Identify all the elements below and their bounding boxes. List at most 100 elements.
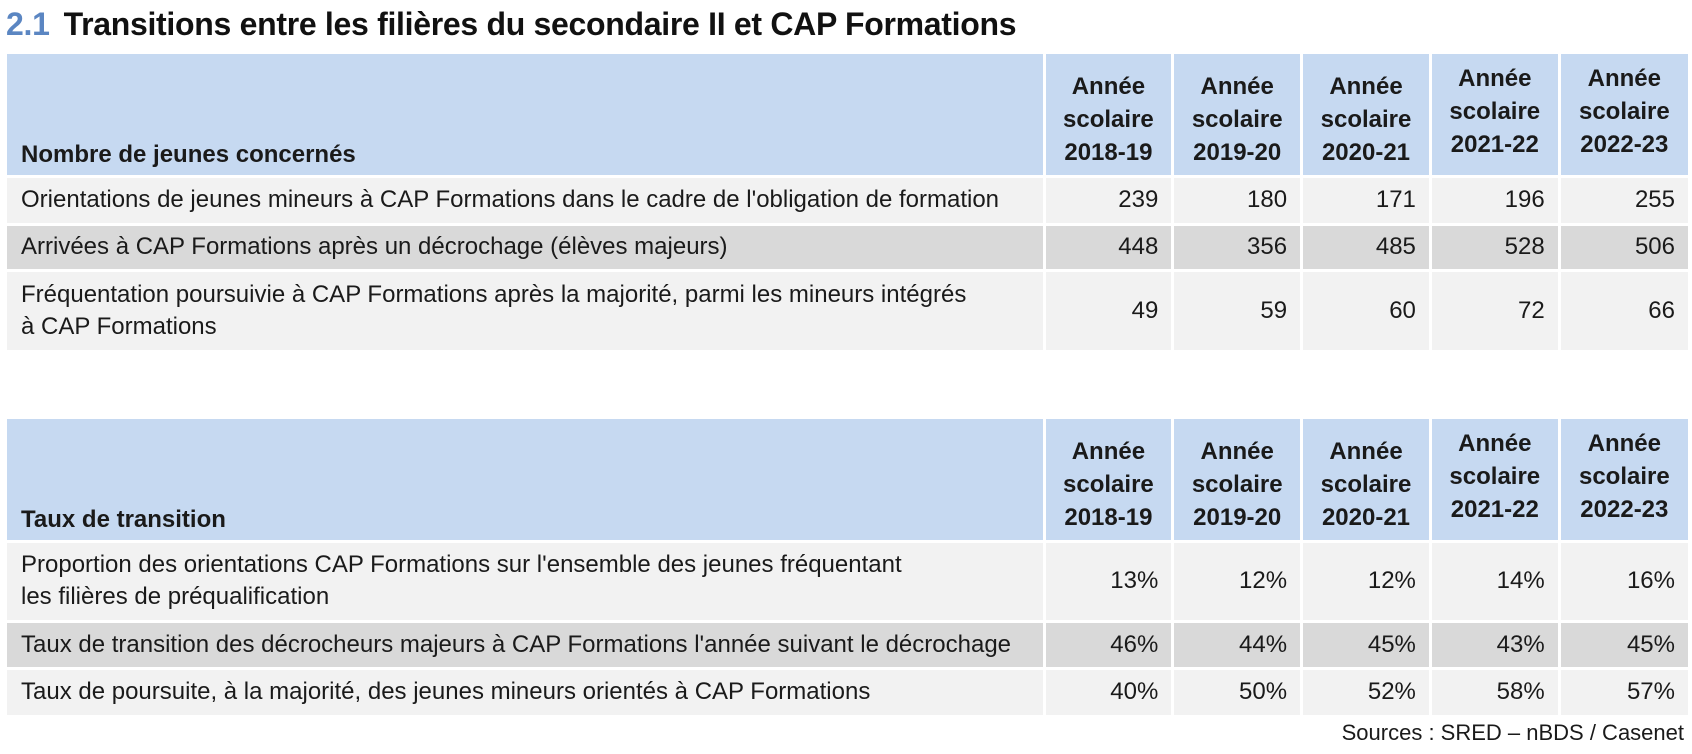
row-label-line: Fréquentation poursuivie à CAP Formation… (21, 280, 967, 308)
row-value: 13% (1042, 539, 1173, 621)
year-header-word1: Année (1329, 72, 1403, 100)
year-header-year: 2021-22 (1450, 496, 1539, 523)
year-header-word1: Année (1200, 437, 1274, 465)
row-value: 196 (1428, 174, 1560, 224)
table-row: Proportion des orientations CAP Formatio… (7, 539, 1688, 621)
row-value: 12% (1171, 539, 1302, 621)
row-label-line: les filières de préqualification (21, 583, 330, 610)
table-header-label: Taux de transition (7, 419, 1044, 541)
row-label-line: Taux de poursuite, à la majorité, des je… (21, 678, 871, 706)
row-value: 60 (1300, 268, 1431, 350)
table-row: Taux de poursuite, à la majorité, des je… (7, 666, 1688, 715)
source-note: Sources : SRED – nBDS / Casenet (1341, 720, 1684, 745)
row-value: 14% (1428, 539, 1560, 621)
year-header-word2: scolaire (1449, 98, 1541, 125)
year-header-cell: Année scolaire 2021-22 (1428, 54, 1560, 176)
table-header-label: Nombre de jeunes concernés (7, 54, 1044, 176)
row-value: 50% (1171, 666, 1302, 715)
row-label: Orientations de jeunes mineurs à CAP For… (7, 174, 1044, 224)
row-value: 180 (1171, 174, 1302, 224)
year-header-word2: scolaire (1191, 105, 1283, 133)
year-header-cell: Année scolaire 2019-20 (1171, 54, 1302, 176)
section-title: 2.1 Transitions entre les filières du se… (6, 2, 1017, 46)
row-label: Arrivées à CAP Formations après un décro… (7, 222, 1044, 270)
row-value: 57% (1557, 666, 1688, 715)
row-value: 45% (1300, 619, 1431, 668)
year-header-year: 2019-20 (1193, 138, 1282, 166)
year-header-word1: Année (1329, 437, 1403, 465)
table-taux-transition: Taux de transition Année scolaire 2018-1… (7, 419, 1688, 715)
row-label: Taux de transition des décrocheurs majeu… (7, 619, 1044, 668)
year-header-word2: scolaire (1063, 470, 1154, 498)
row-value: 45% (1557, 619, 1688, 668)
year-header-word2: scolaire (1320, 105, 1412, 133)
year-header-word1: Année (1587, 65, 1662, 92)
row-value: 356 (1171, 222, 1302, 270)
row-value: 239 (1042, 174, 1173, 224)
table-row: Orientations de jeunes mineurs à CAP For… (7, 174, 1688, 224)
table-row: Taux de transition des décrocheurs majeu… (7, 619, 1688, 668)
row-label: Proportion des orientations CAP Formatio… (7, 539, 1044, 621)
row-value: 255 (1557, 174, 1688, 224)
year-header-word2: scolaire (1578, 463, 1670, 490)
row-value: 40% (1042, 666, 1173, 715)
table-header-row: Taux de transition Année scolaire 2018-1… (7, 419, 1688, 541)
table-row: Arrivées à CAP Formations après un décro… (7, 222, 1688, 270)
row-value: 44% (1171, 619, 1302, 668)
year-header-word1: Année (1200, 72, 1274, 100)
table-row: Fréquentation poursuivie à CAP Formation… (7, 268, 1688, 350)
row-value: 72 (1428, 268, 1560, 350)
row-value: 52% (1300, 666, 1431, 715)
year-header-year: 2020-21 (1321, 138, 1411, 166)
section-title-text: Transitions entre les filières du second… (63, 5, 1017, 42)
year-header-word2: scolaire (1320, 470, 1412, 498)
year-header-cell: Année scolaire 2018-19 (1042, 419, 1173, 541)
year-header-word2: scolaire (1191, 470, 1283, 498)
row-value: 12% (1300, 539, 1431, 621)
year-header-word1: Année (1458, 65, 1532, 92)
year-header-cell: Année scolaire 2022-23 (1557, 54, 1688, 176)
table-nombre-jeunes: Nombre de jeunes concernés Année scolair… (7, 54, 1688, 350)
row-value: 16% (1557, 539, 1688, 621)
year-header-year: 2022-23 (1580, 131, 1669, 158)
row-label-line: Arrivées à CAP Formations après un décro… (21, 233, 728, 260)
row-label: Taux de poursuite, à la majorité, des je… (7, 666, 1044, 715)
year-header-word1: Année (1587, 430, 1662, 457)
year-header-word1: Année (1458, 430, 1532, 457)
year-header-year: 2022-23 (1580, 496, 1669, 523)
year-header-cell: Année scolaire 2020-21 (1300, 419, 1431, 541)
row-label: Fréquentation poursuivie à CAP Formation… (7, 268, 1044, 350)
year-header-year: 2020-21 (1321, 503, 1411, 531)
year-header-year: 2019-20 (1193, 503, 1282, 531)
year-header-year: 2021-22 (1450, 131, 1539, 158)
section-number: 2.1 (6, 5, 50, 42)
year-header-cell: Année scolaire 2018-19 (1042, 54, 1173, 176)
row-label-line: Orientations de jeunes mineurs à CAP For… (21, 186, 1000, 213)
row-label-line: Proportion des orientations CAP Formatio… (21, 551, 902, 578)
row-label-line: à CAP Formations (21, 312, 217, 340)
row-label-line: Taux de transition des décrocheurs majeu… (21, 630, 1012, 658)
year-header-word2: scolaire (1449, 463, 1541, 490)
row-value: 43% (1428, 619, 1560, 668)
row-value: 506 (1557, 222, 1688, 270)
row-value: 49 (1042, 268, 1173, 350)
year-header-year: 2018-19 (1064, 138, 1153, 166)
year-header-cell: Année scolaire 2021-22 (1428, 419, 1560, 541)
year-header-word1: Année (1071, 437, 1146, 465)
row-value: 46% (1042, 619, 1173, 668)
table-header-row: Nombre de jeunes concernés Année scolair… (7, 54, 1688, 176)
year-header-year: 2018-19 (1064, 503, 1153, 531)
year-header-word2: scolaire (1063, 105, 1154, 133)
row-value: 59 (1171, 268, 1302, 350)
year-header-cell: Année scolaire 2022-23 (1557, 419, 1688, 541)
year-header-word1: Année (1071, 72, 1146, 100)
row-value: 528 (1428, 222, 1560, 270)
row-value: 171 (1300, 174, 1431, 224)
row-value: 58% (1428, 666, 1560, 715)
year-header-word2: scolaire (1578, 98, 1670, 125)
row-value: 448 (1042, 222, 1173, 270)
row-value: 485 (1300, 222, 1431, 270)
year-header-cell: Année scolaire 2019-20 (1171, 419, 1302, 541)
row-value: 66 (1557, 268, 1688, 350)
year-header-cell: Année scolaire 2020-21 (1300, 54, 1431, 176)
